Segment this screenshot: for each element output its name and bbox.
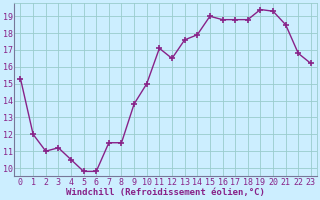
X-axis label: Windchill (Refroidissement éolien,°C): Windchill (Refroidissement éolien,°C): [66, 188, 265, 197]
